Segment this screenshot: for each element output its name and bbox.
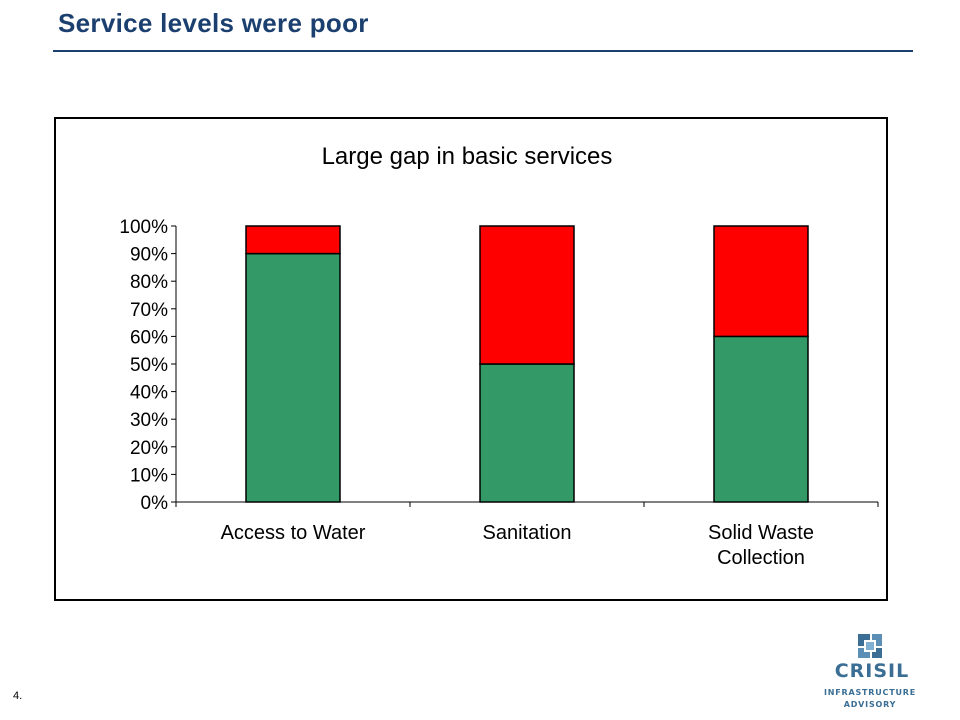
chart-title: Large gap in basic services (322, 143, 613, 170)
y-tick-label: 0% (141, 493, 169, 514)
y-tick-label: 10% (130, 465, 168, 486)
crisil-logo: CRISIL INFRASTRUCTURE ADVISORY (822, 630, 918, 716)
x-category-label: Sanitation (483, 522, 572, 544)
y-tick-label: 100% (119, 217, 168, 238)
x-category-label: Access to Water (221, 522, 366, 544)
y-tick-label: 90% (130, 245, 168, 266)
y-tick-label: 80% (130, 272, 168, 293)
y-tick-label: 30% (130, 410, 168, 431)
chart-frame: Large gap in basic services 0% 10% 20% 30% 40… (54, 117, 888, 601)
y-tick-label: 20% (130, 438, 168, 459)
bar-gap (479, 225, 575, 365)
x-category-label: Collection (717, 547, 805, 569)
bar-covered (479, 363, 575, 503)
stacked-bar-chart: Large gap in basic services 0% 10% 20% 30% 40… (119, 143, 879, 569)
bar-gap (713, 225, 809, 338)
y-tick-label: 50% (130, 355, 168, 376)
logo-subtitle-line1: INFRASTRUCTURE (823, 688, 916, 697)
y-tick-label: 60% (130, 327, 168, 348)
x-category-label: Solid Waste (708, 522, 814, 544)
logo-subtitle-line2: ADVISORY (843, 700, 897, 709)
y-tick-label: 70% (130, 300, 168, 321)
slide-title: Service levels were poor (58, 8, 369, 38)
page-number: 4. (13, 690, 23, 702)
title-divider (53, 50, 913, 52)
logo-brand: CRISIL (834, 660, 910, 682)
bar-covered (245, 252, 341, 503)
bar-covered (713, 335, 809, 503)
bar-gap (245, 225, 341, 255)
y-tick-label: 40% (130, 383, 168, 404)
crisil-logo-mark-icon (858, 634, 882, 658)
